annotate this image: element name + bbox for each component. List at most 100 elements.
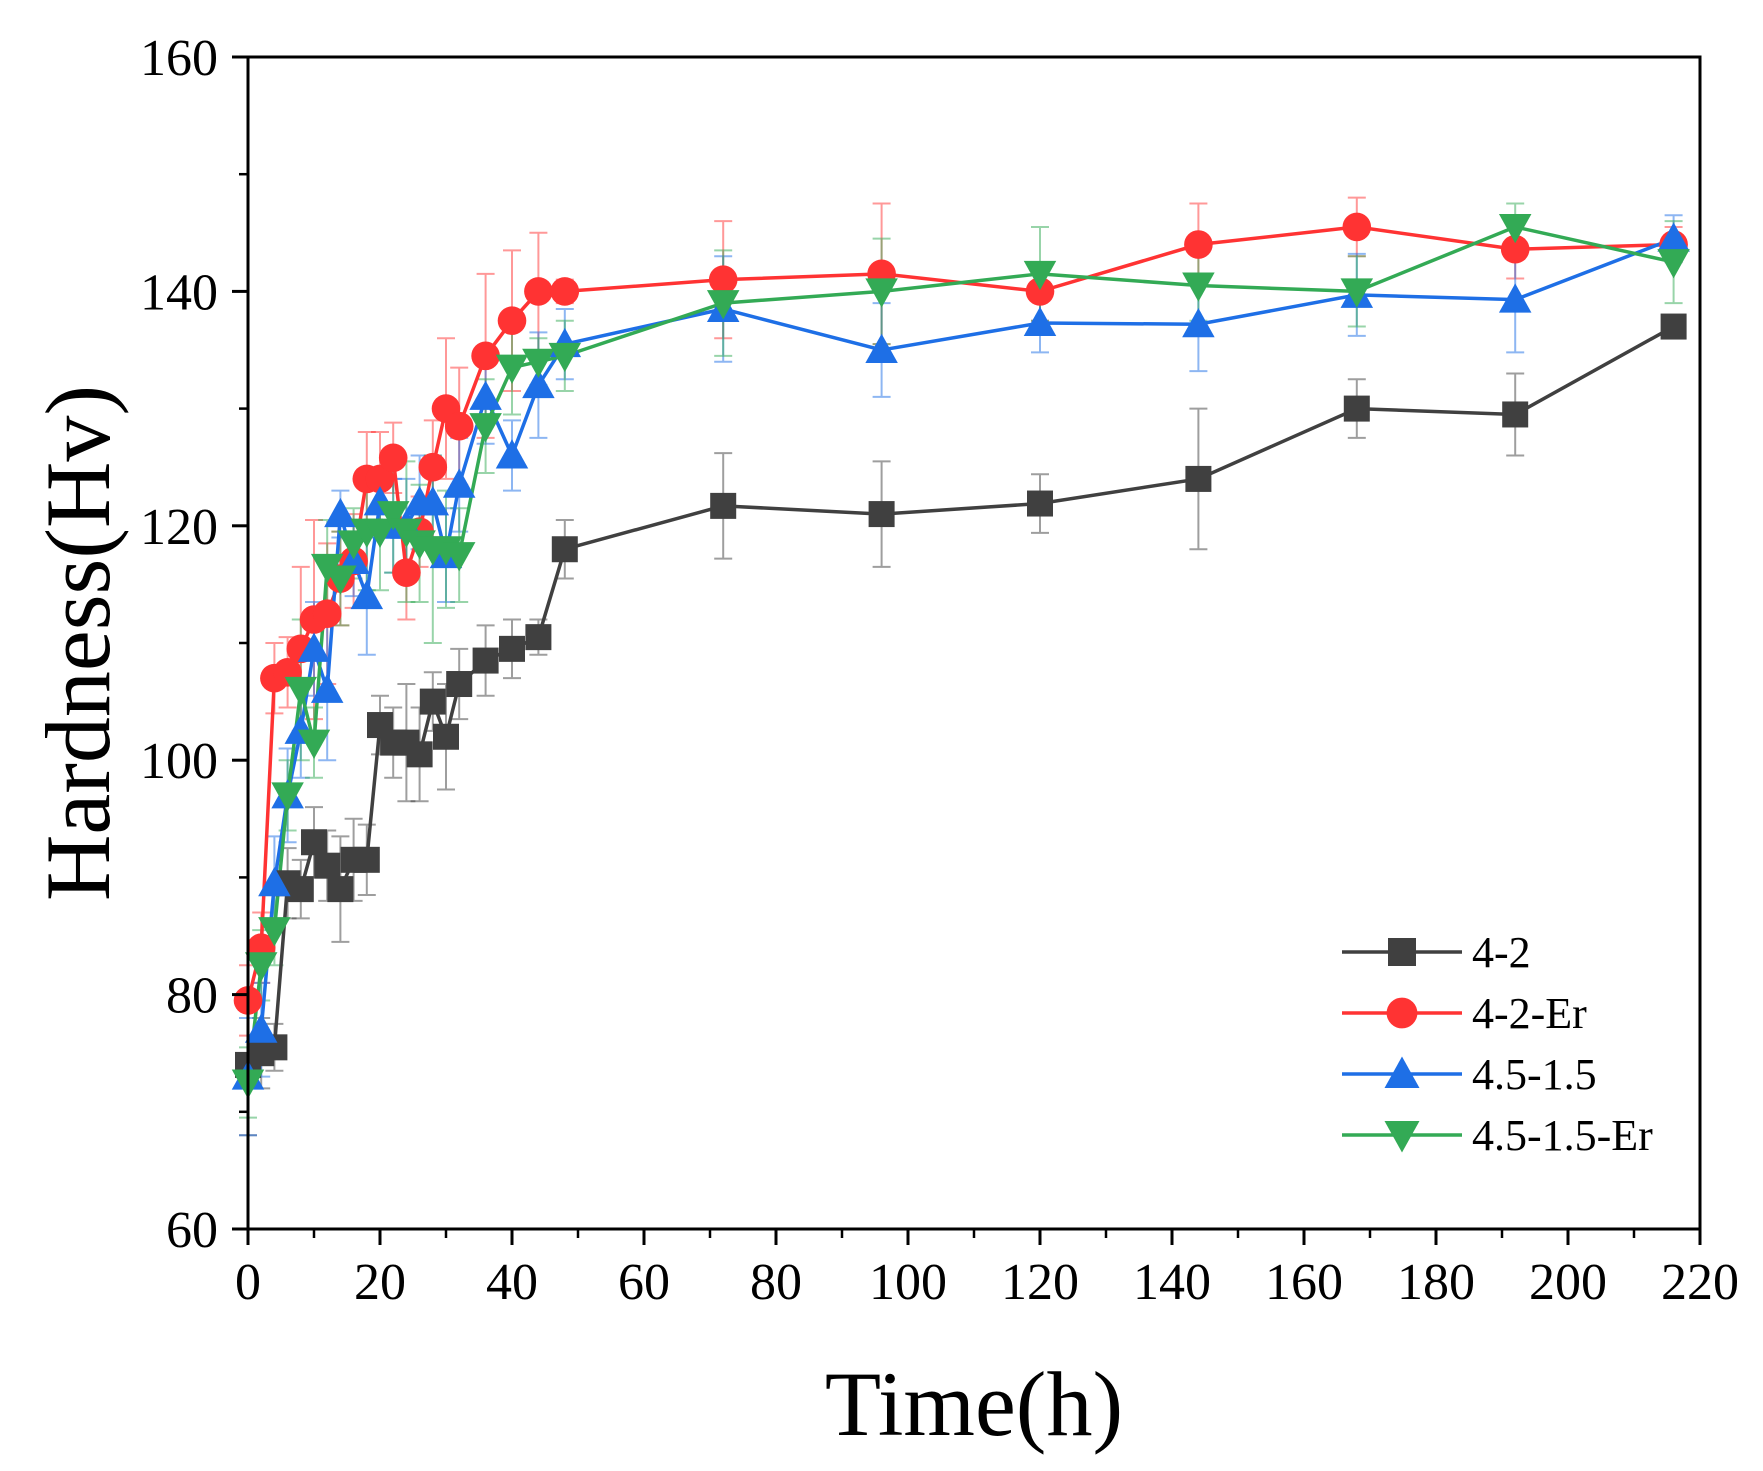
series-line-4-5-1-5-er	[246, 225, 1674, 1083]
data-point-4-2	[419, 688, 446, 715]
data-point-4-2-er	[1500, 234, 1530, 264]
x-tick-label: 100	[869, 1254, 947, 1311]
data-point-4-2	[1185, 465, 1212, 492]
data-point-4-2-er	[378, 443, 408, 473]
data-point-4-5-1-5-er	[865, 278, 898, 308]
data-point-4-5-1-5-er	[376, 501, 410, 531]
data-point-4-2	[1027, 490, 1053, 517]
data-point-4-5-1-5	[297, 632, 331, 662]
data-point-4-2-er	[365, 464, 395, 494]
y-tick-label: 140	[140, 264, 218, 321]
data-point-4-2-er	[312, 599, 342, 628]
x-tick-label: 20	[354, 1254, 406, 1311]
y-tick-label: 160	[140, 30, 218, 87]
data-point-4-2-er	[497, 306, 527, 336]
x-tick-label: 180	[1397, 1254, 1475, 1311]
y-tick-label: 100	[140, 733, 218, 790]
data-point-4-5-1-5-er	[297, 729, 331, 759]
data-point-4-5-1-5	[1498, 283, 1532, 313]
data-point-4-2-er	[471, 341, 500, 371]
data-point-4-2-er	[524, 277, 553, 306]
data-point-4-5-1-5	[350, 579, 384, 610]
data-point-4-5-1-5-er	[1340, 278, 1374, 308]
data-point-4-2-er	[444, 411, 474, 441]
data-point-4-2	[499, 635, 525, 662]
data-point-4-2-er	[1184, 230, 1213, 259]
legend: 4-2 4-2-Er 4.5-1.5 4.5-1.5-Er	[1342, 928, 1653, 1160]
data-point-4-5-1-5-er	[271, 782, 304, 812]
data-point-4-5-1-5-er	[548, 342, 582, 373]
x-tick-label: 160	[1265, 1254, 1343, 1311]
data-point-4-2	[433, 723, 459, 750]
y-tick-label: 60	[166, 1202, 218, 1259]
data-point-4-2	[1660, 313, 1687, 340]
data-point-4-2	[710, 492, 737, 519]
legend-label: 4.5-1.5	[1472, 1050, 1597, 1099]
x-tick-label: 40	[486, 1254, 538, 1311]
legend-marker	[1384, 1121, 1420, 1153]
data-point-4-5-1-5	[1182, 307, 1215, 338]
x-tick-label: 0	[235, 1254, 261, 1311]
data-point-4-5-1-5-er	[522, 348, 555, 378]
data-point-4-5-1-5-er	[706, 290, 740, 320]
data-point-4-2-er	[418, 452, 448, 482]
series-line-4-2	[246, 325, 1675, 1067]
data-point-4-5-1-5-er	[495, 354, 529, 384]
y-axis-title: Hardness(Hv)	[27, 385, 129, 901]
data-point-4-5-1-5	[310, 673, 344, 703]
legend-marker	[1384, 1056, 1420, 1088]
data-point-4-2-er	[550, 277, 580, 306]
data-point-4-5-1-5	[1657, 222, 1690, 252]
data-point-4-2	[287, 876, 314, 903]
data-point-4-5-1-5-er	[1182, 272, 1215, 302]
data-point-4-5-1-5	[442, 468, 476, 498]
x-tick-label: 80	[750, 1254, 802, 1311]
data-point-4-5-1-5	[495, 439, 529, 469]
data-point-4-5-1-5-er	[1657, 249, 1690, 279]
data-point-4-5-1-5-er	[442, 542, 476, 572]
y-tick-label: 80	[166, 968, 218, 1025]
data-point-4-2-er	[392, 558, 421, 587]
x-axis-title: Time(h)	[825, 1353, 1123, 1455]
data-point-4-2	[314, 852, 341, 879]
legend-label: 4-2	[1472, 928, 1531, 977]
x-tick-label: 140	[1133, 1254, 1211, 1311]
data-point-4-5-1-5-er	[1498, 213, 1532, 244]
data-point-4-5-1-5-er	[258, 917, 291, 947]
data-point-4-2-er	[1342, 212, 1372, 242]
data-point-4-2	[472, 647, 499, 674]
legend-item-4-2: 4-2	[1342, 928, 1531, 977]
data-point-4-2	[551, 536, 578, 563]
data-point-4-5-1-5-er	[244, 952, 278, 982]
axis-ticks: 0 20 40 60 80 100 120 140 160 180 200 220 60 80 100 120…	[140, 30, 1739, 1311]
legend-label: 4.5-1.5-Er	[1472, 1111, 1653, 1160]
data-point-4-2	[525, 624, 552, 651]
series-lines	[246, 225, 1675, 1083]
data-point-4-5-1-5	[865, 333, 898, 363]
data-point-4-2	[446, 671, 473, 698]
data-point-4-2	[1502, 401, 1529, 428]
legend-marker	[1386, 997, 1418, 1029]
data-point-4-5-1-5	[522, 368, 555, 399]
data-point-4-5-1-5	[469, 380, 502, 410]
data-point-4-5-1-5	[258, 867, 291, 897]
series-line-4-2-er	[246, 225, 1674, 1001]
data-point-4-2	[301, 829, 327, 856]
data-point-4-5-1-5	[416, 486, 450, 516]
x-tick-label: 60	[618, 1254, 670, 1311]
x-tick-label: 220	[1661, 1254, 1739, 1311]
legend-marker	[1388, 938, 1416, 966]
legend-item-4-5-1-5-er: 4.5-1.5-Er	[1342, 1111, 1653, 1160]
data-point-4-5-1-5-er	[284, 676, 318, 707]
data-point-4-2	[327, 876, 354, 903]
data-point-4-2	[1343, 395, 1370, 422]
legend-item-4-2-er: 4-2-Er	[1342, 989, 1587, 1038]
x-tick-label: 200	[1529, 1254, 1607, 1311]
data-point-4-5-1-5-er	[324, 565, 357, 595]
x-tick-label: 120	[1001, 1254, 1079, 1311]
data-point-4-2	[406, 741, 433, 768]
data-point-4-2-er	[1025, 277, 1055, 306]
series-markers	[231, 212, 1690, 1099]
